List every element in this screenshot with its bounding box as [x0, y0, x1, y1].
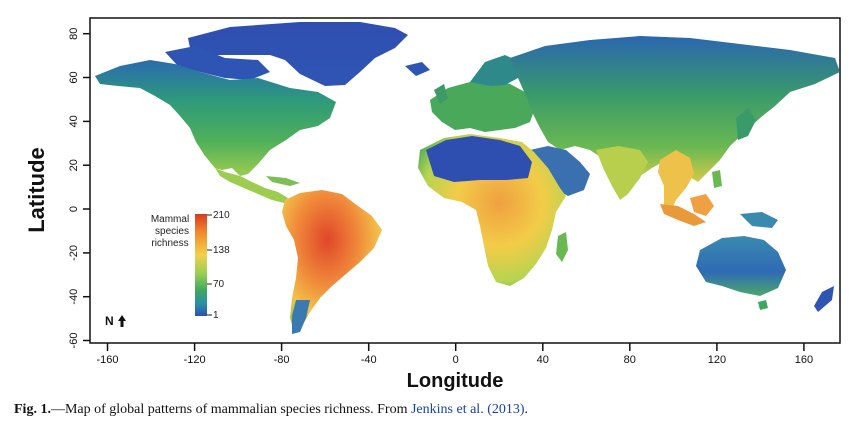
- legend-tick-label: 1: [213, 310, 219, 321]
- sahara-region: [426, 136, 532, 182]
- new-zealand-landmass: [814, 286, 834, 312]
- philippines-islands: [712, 170, 722, 188]
- central-america-landmass: [215, 168, 288, 203]
- south-america-south-tip: [292, 300, 310, 334]
- y-tick-label: 60: [68, 71, 80, 83]
- caption-text: —Map of global patterns of mammalian spe…: [50, 402, 411, 417]
- legend-tick-label: 210: [213, 210, 230, 221]
- caribbean-islands: [266, 176, 300, 186]
- y-tick-label: 40: [68, 115, 80, 127]
- madagascar-landmass: [556, 232, 568, 262]
- x-tick-label: -120: [184, 354, 206, 366]
- y-tick-label: -40: [68, 289, 80, 305]
- greenland-landmass: [188, 22, 408, 86]
- y-tick-label: -60: [68, 333, 80, 349]
- asia-landmass: [510, 36, 840, 184]
- x-axis-ticks: [106, 343, 805, 351]
- tasmania-landmass: [758, 300, 768, 310]
- y-tick-label: -20: [68, 245, 80, 261]
- arctic-islands: [165, 46, 270, 80]
- australia-landmass: [696, 236, 786, 296]
- figure-caption: Fig. 1.—Map of global patterns of mammal…: [14, 402, 528, 418]
- europe-landmass: [430, 80, 535, 132]
- north-arrow: N: [105, 314, 126, 328]
- landmasses: [95, 22, 840, 334]
- y-tick-label: 80: [68, 28, 80, 40]
- y-tick-label: 20: [68, 159, 80, 171]
- x-axis-label: Longitude: [406, 370, 504, 392]
- legend-title-line2: species: [155, 226, 189, 237]
- legend-title-line3: richness: [151, 238, 188, 249]
- indonesia-islands: [660, 204, 706, 226]
- caption-citation-link[interactable]: Jenkins et al. (2013): [410, 402, 525, 417]
- scandinavia-landmass: [470, 55, 520, 86]
- x-tick-label: 160: [795, 354, 813, 366]
- borneo-landmass: [690, 194, 714, 216]
- x-tick-label: -80: [274, 354, 290, 366]
- y-axis-ticks: [83, 32, 90, 342]
- x-tick-label: -160: [96, 354, 118, 366]
- x-tick-label: 0: [453, 354, 459, 366]
- caption-end: .: [524, 402, 529, 417]
- south-america-landmass: [282, 190, 382, 332]
- indian-subcontinent-landmass: [596, 146, 648, 200]
- y-tick-label: 0: [68, 206, 80, 212]
- richness-legend: Mammal species richness 210 138 70 1: [151, 210, 230, 321]
- caption-figure-label: Fig. 1.: [14, 402, 51, 417]
- arabian-peninsula-landmass: [530, 146, 590, 196]
- british-isles-landmass: [434, 84, 448, 104]
- arrow-up-icon: [118, 315, 126, 327]
- north-label: N: [105, 314, 114, 328]
- x-tick-label: -40: [361, 354, 377, 366]
- japan-landmass: [736, 108, 756, 140]
- southeast-asia-landmass: [658, 150, 694, 214]
- legend-color-bar: [195, 214, 207, 316]
- iceland-landmass: [405, 62, 430, 76]
- x-tick-label: 80: [624, 354, 636, 366]
- x-tick-label: 40: [537, 354, 549, 366]
- new-guinea-landmass: [740, 212, 778, 228]
- legend-tick-label: 138: [213, 245, 230, 256]
- y-axis-label: Latitude: [24, 147, 49, 233]
- legend-tick-label: 70: [213, 279, 225, 290]
- x-tick-label: 120: [708, 354, 726, 366]
- legend-title-line1: Mammal: [151, 214, 189, 225]
- north-america-landmass: [95, 60, 336, 176]
